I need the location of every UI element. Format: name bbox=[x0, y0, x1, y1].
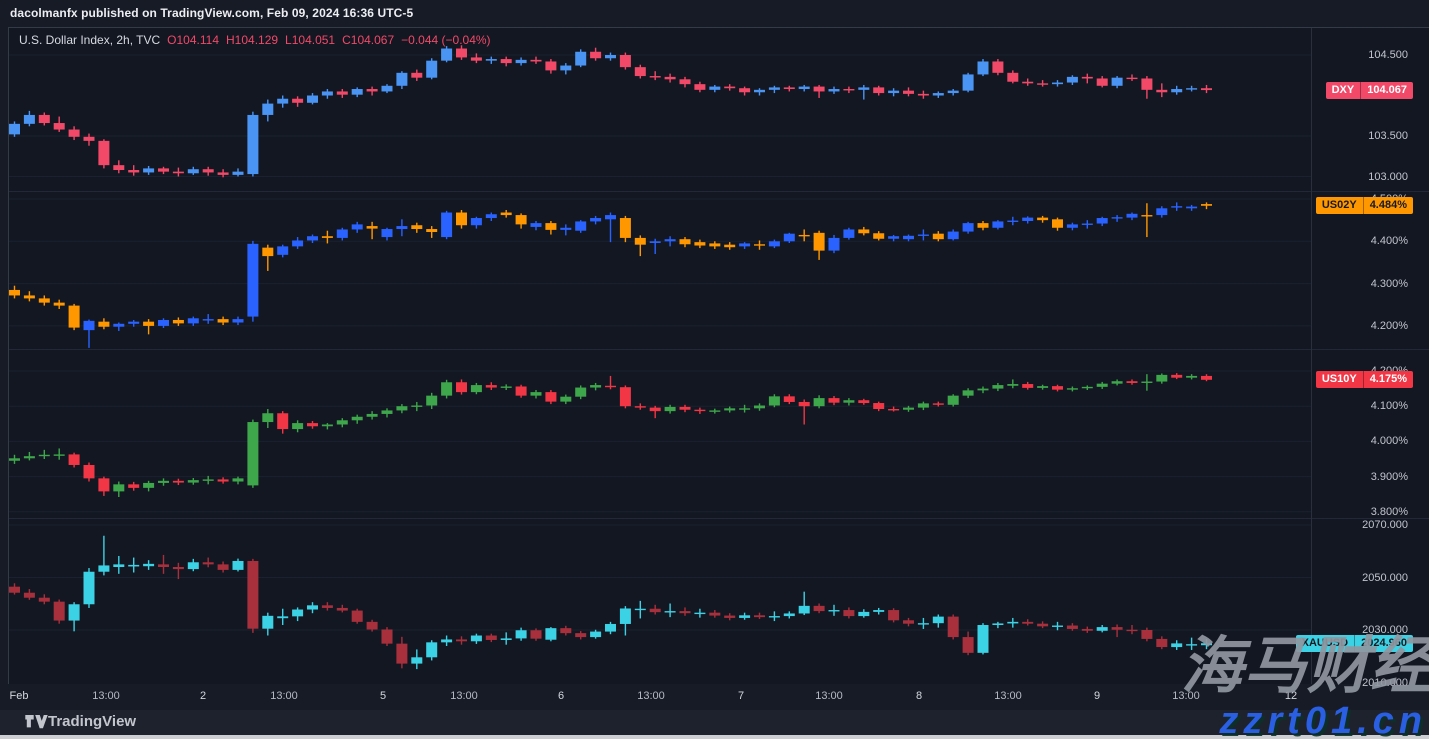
time-axis-label: 5 bbox=[379, 690, 387, 702]
legend-ohlc-values: O104.114 H104.129 L104.051 C104.067 −0.044 (… bbox=[167, 33, 490, 47]
candles-DXY[interactable] bbox=[9, 45, 1212, 178]
candles-US02Y[interactable] bbox=[9, 202, 1212, 348]
time-axis-label: 13:00 bbox=[815, 690, 843, 702]
time-axis-label: 6 bbox=[557, 690, 565, 702]
bottom-strip bbox=[0, 735, 1429, 739]
time-axis-label: 13:00 bbox=[1172, 690, 1200, 702]
chart-legend: U.S. Dollar Index, 2h, TVC O104.114 H104.1… bbox=[19, 33, 491, 47]
tradingview-logo-icon[interactable] bbox=[25, 715, 48, 734]
time-axis-label: 12 bbox=[1284, 690, 1298, 702]
candlestick-panes[interactable] bbox=[9, 28, 1429, 684]
chart-container[interactable]: U.S. Dollar Index, 2h, TVC O104.114 H104.1… bbox=[8, 27, 1429, 702]
candles-US10Y[interactable] bbox=[9, 373, 1212, 498]
time-axis-label: 7 bbox=[737, 690, 745, 702]
time-axis-label: 13:00 bbox=[637, 690, 665, 702]
legend-change: −0.044 (−0.04%) bbox=[401, 33, 491, 47]
time-axis-label: 8 bbox=[915, 690, 923, 702]
candles-XAUUSD[interactable] bbox=[9, 535, 1212, 670]
time-axis-label: 9 bbox=[1093, 690, 1101, 702]
time-axis-label: Feb bbox=[9, 690, 29, 702]
time-axis[interactable]: Feb 13:00 2 13:00 5 13:00 6 13:00 7 13:00 8 13:00 9 1… bbox=[9, 684, 1429, 711]
legend-field: O104.114 bbox=[167, 33, 219, 47]
tradingview-brand-text[interactable]: TradingView bbox=[48, 713, 137, 730]
time-axis-label: 13:00 bbox=[270, 690, 298, 702]
time-axis-label: 13:00 bbox=[92, 690, 120, 702]
publish-info-bar: dacolmanfx published on TradingView.com,… bbox=[0, 0, 1429, 27]
legend-field: H104.129 bbox=[226, 33, 279, 47]
time-axis-label: 13:00 bbox=[994, 690, 1022, 702]
legend-symbol-title: U.S. Dollar Index, 2h, TVC bbox=[19, 33, 161, 47]
legend-field: C104.067 bbox=[342, 33, 395, 47]
legend-field: L104.051 bbox=[285, 33, 336, 47]
publish-info-text: dacolmanfx published on TradingView.com,… bbox=[10, 6, 414, 20]
time-axis-label: 13:00 bbox=[450, 690, 478, 702]
time-axis-label: 2 bbox=[199, 690, 207, 702]
footer-bar: TradingView bbox=[0, 710, 1429, 735]
